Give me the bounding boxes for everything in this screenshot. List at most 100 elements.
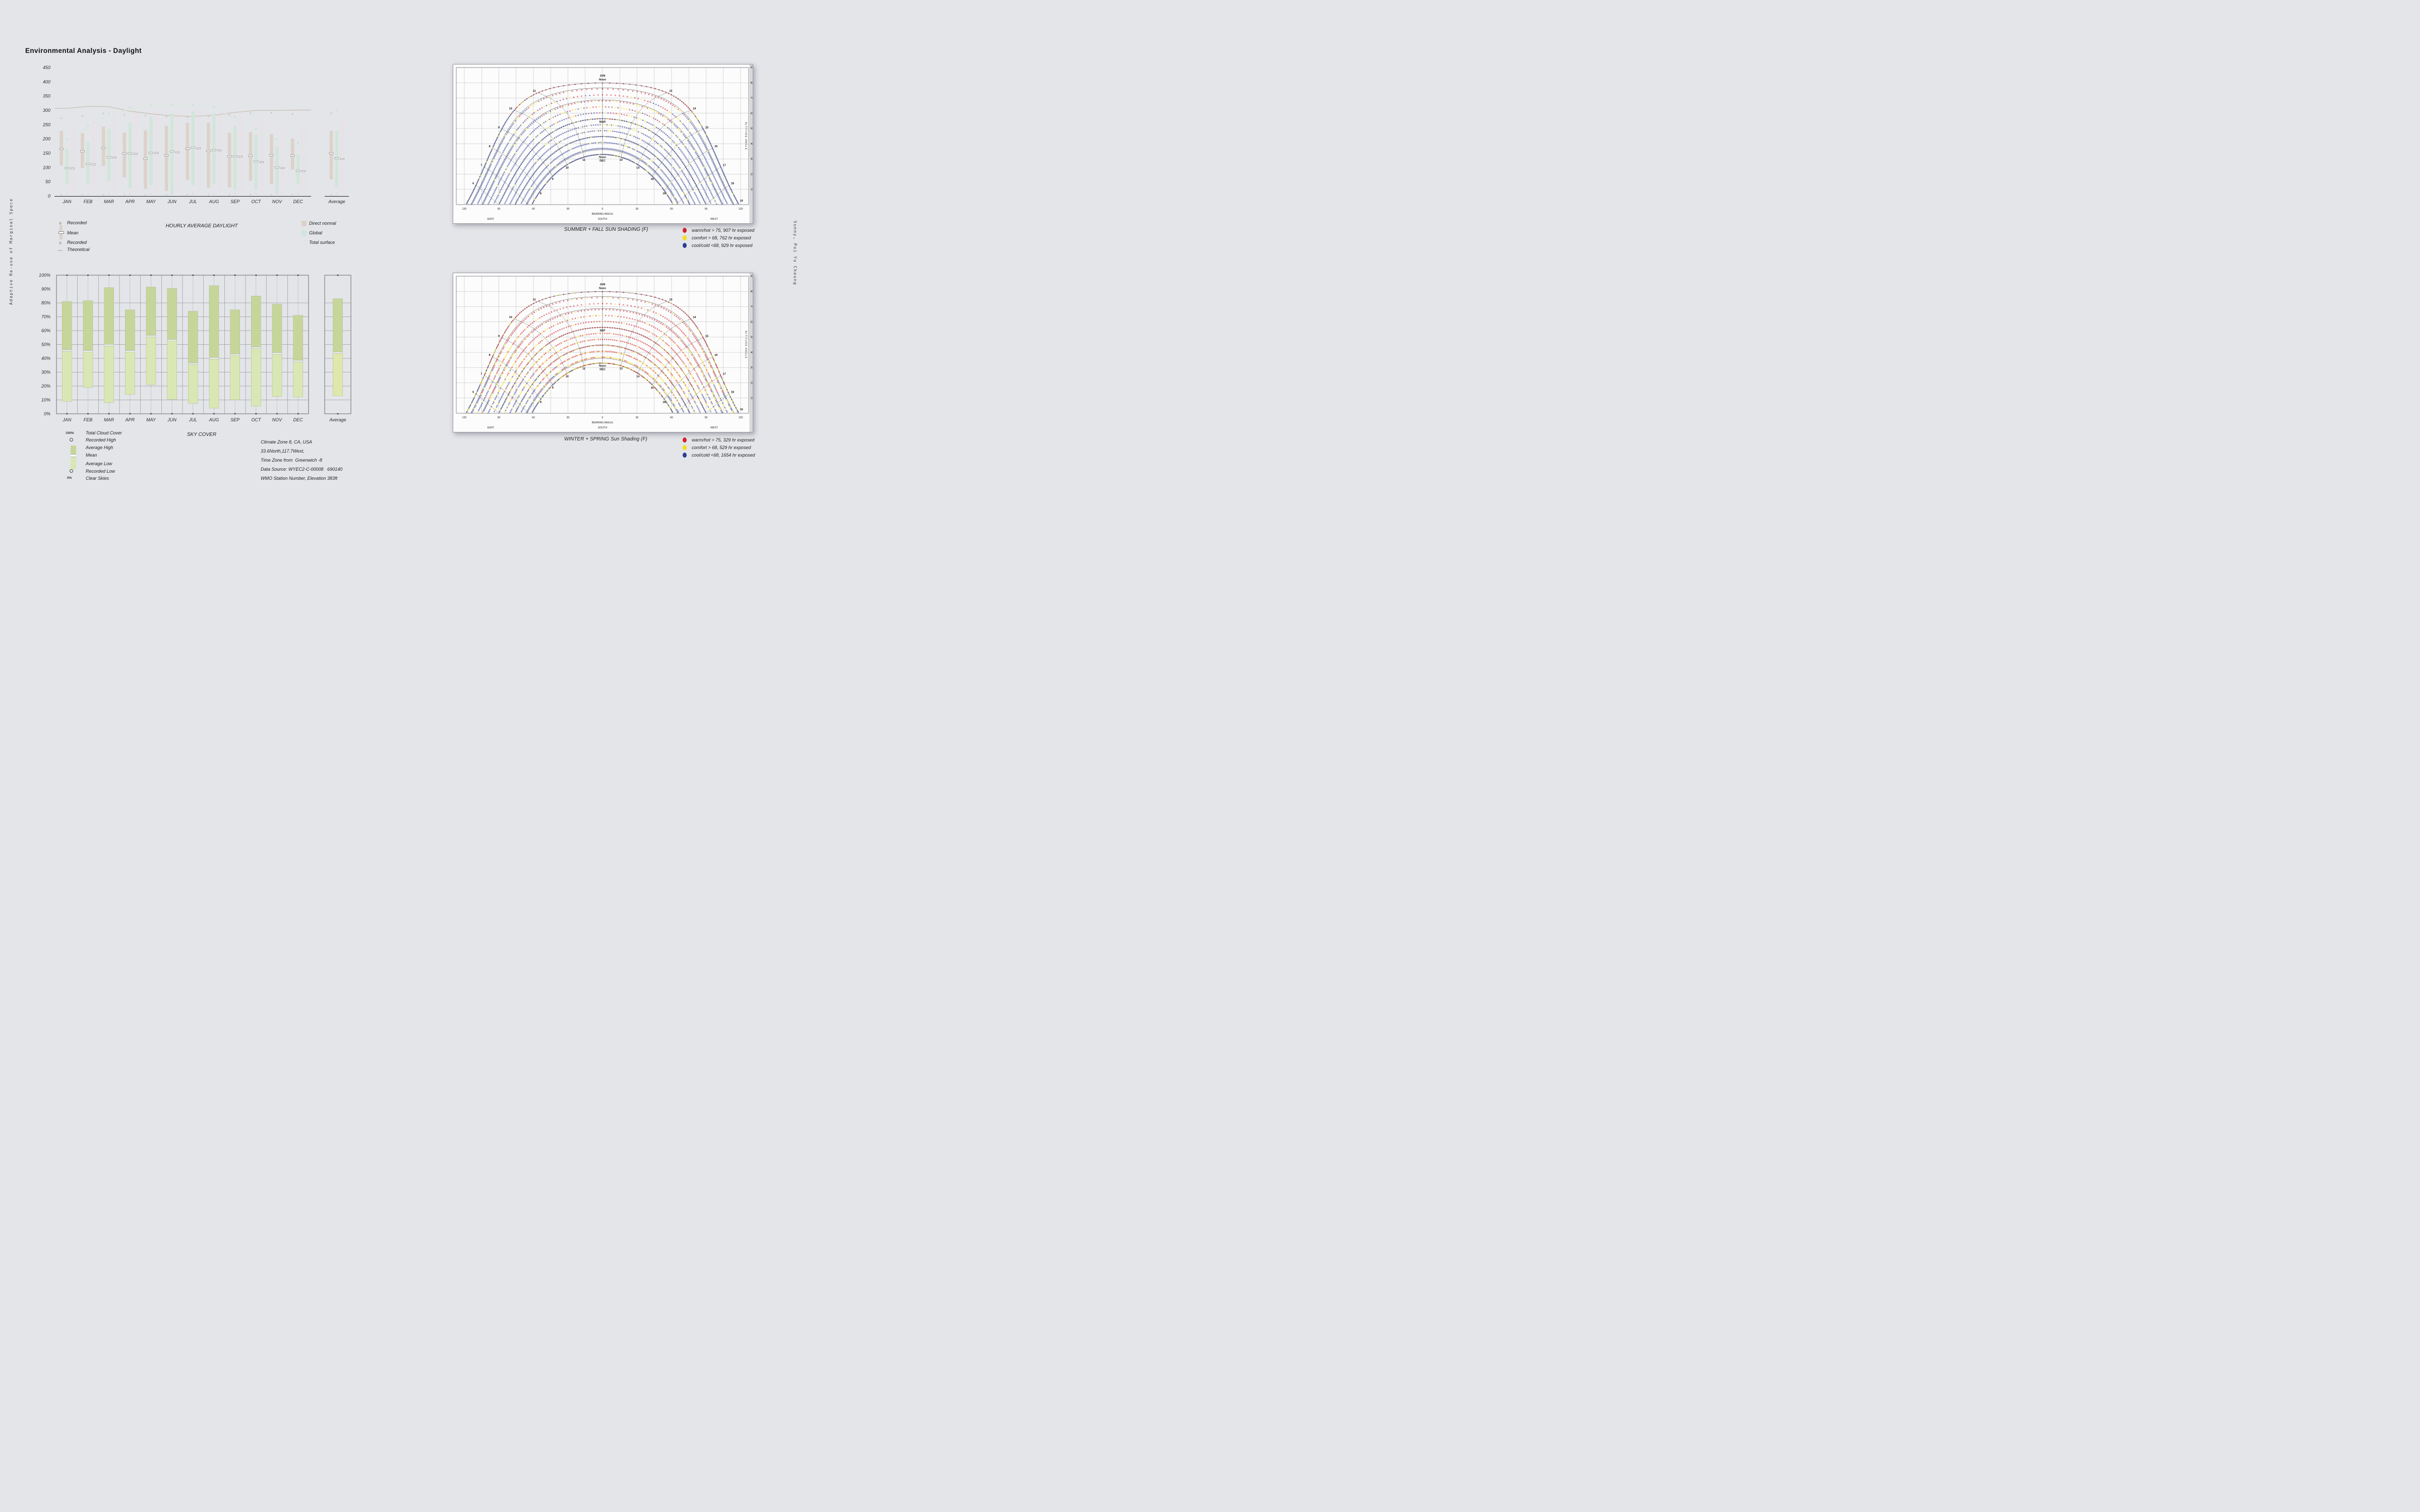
cool-dot-icon bbox=[683, 453, 687, 458]
sun-winter-title: WINTER + SPRING Sun Shading (F) bbox=[564, 436, 647, 442]
svg-text:15: 15 bbox=[705, 335, 708, 338]
svg-text:200: 200 bbox=[42, 137, 50, 142]
svg-text:90: 90 bbox=[498, 416, 501, 419]
warm-dot-icon bbox=[683, 437, 687, 443]
mean-bar-icon bbox=[58, 225, 64, 239]
svg-text:70: 70 bbox=[751, 97, 753, 100]
svg-text:WEST: WEST bbox=[710, 218, 718, 221]
sky-legend-clear-skies: Clear Skies bbox=[86, 476, 109, 481]
page-root: { "page": { "background": "#e3e5e9", "ti… bbox=[0, 0, 807, 504]
svg-text:30%: 30% bbox=[41, 370, 50, 375]
svg-text:17: 17 bbox=[723, 164, 726, 167]
climate-line: Data Source: WYEC2-C-00008 690140 bbox=[261, 467, 343, 472]
sun-winter-legend-cool: cool/cold <68, 1654 hr exposed bbox=[692, 453, 755, 458]
svg-text:MAY: MAY bbox=[146, 417, 156, 422]
svg-text:9: 9 bbox=[498, 126, 500, 129]
page-title: Environmental Analysis - Daylight bbox=[25, 47, 142, 54]
svg-text:7: 7 bbox=[480, 372, 482, 375]
svg-text:70%: 70% bbox=[41, 314, 50, 320]
svg-text:OCT: OCT bbox=[251, 199, 262, 204]
theoretical-line-icon bbox=[58, 250, 63, 251]
svg-text:Noon: Noon bbox=[599, 156, 607, 159]
svg-text:MAR: MAR bbox=[599, 121, 606, 124]
sun-summer-legend-cool: cool/cold <68, 929 hr exposed bbox=[692, 243, 753, 248]
svg-text:60: 60 bbox=[751, 112, 753, 115]
svg-text:0: 0 bbox=[602, 416, 603, 419]
svg-text:60: 60 bbox=[670, 416, 673, 419]
svg-text:250: 250 bbox=[42, 122, 50, 127]
svg-text:8: 8 bbox=[540, 401, 541, 404]
svg-text:6: 6 bbox=[472, 182, 474, 185]
svg-text:350: 350 bbox=[43, 94, 50, 99]
svg-text:Average: Average bbox=[328, 199, 345, 204]
svg-text:30: 30 bbox=[636, 208, 639, 211]
svg-text:JAN: JAN bbox=[62, 417, 72, 422]
sky-legend-average-low: Average Low bbox=[86, 461, 112, 466]
total-surface-swatch-icon bbox=[301, 240, 307, 245]
mean-dash-icon bbox=[58, 231, 64, 234]
svg-text:DEC: DEC bbox=[599, 368, 606, 371]
svg-text:BEARING ANGLE: BEARING ANGLE bbox=[592, 421, 614, 424]
svg-text:80: 80 bbox=[751, 82, 753, 85]
svg-text:JUN: JUN bbox=[599, 75, 605, 78]
svg-text:AUG: AUG bbox=[209, 199, 219, 204]
svg-text:450: 450 bbox=[43, 65, 50, 70]
svg-text:DEC: DEC bbox=[293, 417, 304, 422]
sun-diagram-panel-winter: 6 7 8 9 10 11 13 14 15 16 17 18 19 8 9 10 11 13 14 15 16 JUN N… bbox=[453, 273, 753, 432]
svg-text:10: 10 bbox=[566, 166, 569, 169]
svg-text:9: 9 bbox=[552, 178, 554, 181]
svg-text:Noon: Noon bbox=[599, 364, 607, 367]
svg-text:9: 9 bbox=[498, 335, 500, 338]
svg-text:ALTITUDE ANGLE: ALTITUDE ANGLE bbox=[744, 331, 747, 359]
sky-legend-average-high: Average High bbox=[86, 445, 113, 450]
svg-text:90%: 90% bbox=[41, 287, 50, 292]
svg-text:8: 8 bbox=[540, 192, 541, 195]
svg-text:19: 19 bbox=[740, 408, 743, 411]
svg-text:Average: Average bbox=[329, 417, 346, 422]
svg-text:13: 13 bbox=[669, 298, 672, 301]
svg-text:120: 120 bbox=[739, 208, 743, 211]
svg-text:16: 16 bbox=[662, 401, 666, 404]
svg-text:10%: 10% bbox=[41, 398, 50, 403]
svg-text:15: 15 bbox=[651, 178, 654, 181]
svg-text:60: 60 bbox=[532, 416, 535, 419]
svg-text:10: 10 bbox=[751, 397, 753, 400]
recorded-dot-icon bbox=[59, 241, 62, 244]
svg-text:16: 16 bbox=[714, 145, 717, 148]
svg-text:14: 14 bbox=[693, 107, 696, 110]
svg-text:JUN: JUN bbox=[599, 283, 605, 286]
global-swatch-icon bbox=[301, 230, 307, 236]
svg-text:11: 11 bbox=[582, 367, 585, 370]
sky-legend-100: 100% bbox=[66, 431, 74, 435]
hourly-average-daylight-chart: 0 50 100 150 200 250 300 350 400 450 JAN FEB MAR APR M… bbox=[42, 65, 349, 204]
sun-winter-legend-comfort: comfort > 68, 529 hr exposed bbox=[692, 445, 751, 450]
svg-text:11: 11 bbox=[533, 298, 536, 301]
comfort-dot-icon bbox=[683, 445, 687, 450]
sun-winter-legend-warm: warm/hot > 75, 329 hr exposed bbox=[692, 437, 755, 443]
climate-line: WMO Station Number, Elevation 383ft bbox=[261, 476, 338, 481]
svg-text:10: 10 bbox=[566, 375, 569, 378]
svg-text:AUG: AUG bbox=[209, 417, 219, 422]
svg-text:18: 18 bbox=[731, 182, 734, 185]
svg-text:10: 10 bbox=[751, 188, 753, 191]
svg-text:10: 10 bbox=[509, 107, 512, 110]
side-text-right: Sunny, Pui Yu Cheung bbox=[793, 220, 798, 286]
svg-text:15: 15 bbox=[651, 387, 654, 390]
svg-text:8: 8 bbox=[489, 145, 491, 148]
svg-text:120: 120 bbox=[739, 416, 743, 419]
svg-text:13: 13 bbox=[669, 90, 672, 93]
svg-text:30: 30 bbox=[751, 158, 753, 161]
sky-legend-0: 0% bbox=[67, 476, 72, 480]
svg-text:15: 15 bbox=[705, 126, 708, 129]
svg-text:90: 90 bbox=[705, 416, 708, 419]
daylight-legend-global: Global bbox=[309, 230, 323, 235]
svg-text:8: 8 bbox=[489, 354, 491, 357]
svg-text:Noon: Noon bbox=[599, 287, 607, 290]
svg-text:50: 50 bbox=[751, 128, 753, 131]
svg-text:WEST: WEST bbox=[710, 426, 718, 429]
average-high-swatch-icon bbox=[71, 446, 76, 454]
svg-text:MAR: MAR bbox=[104, 417, 114, 422]
svg-text:19: 19 bbox=[740, 200, 743, 203]
